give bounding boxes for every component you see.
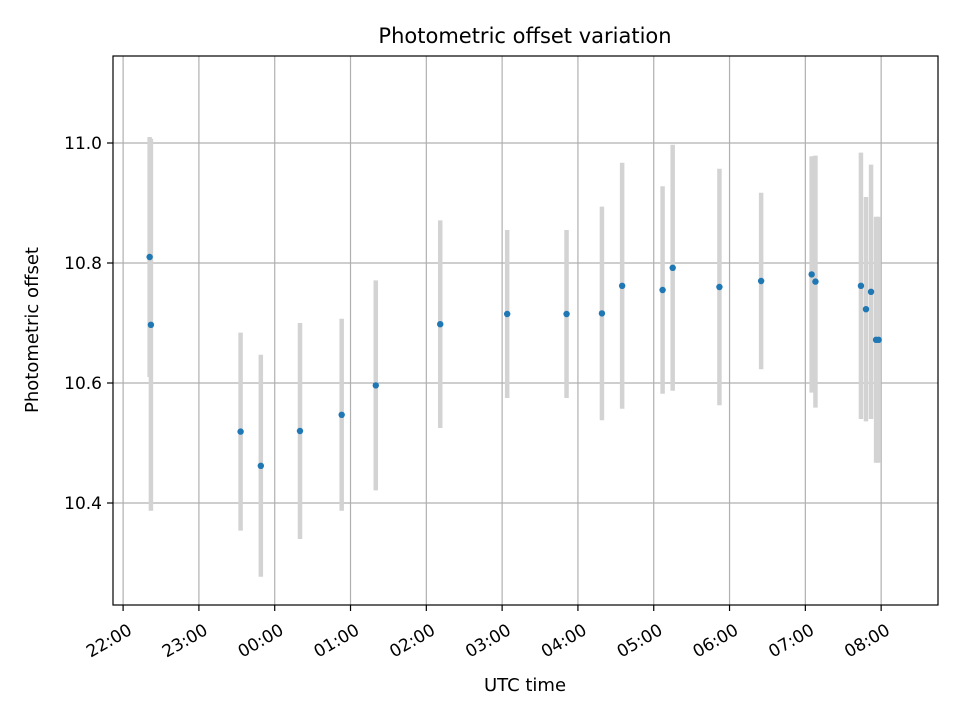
data-point	[503, 310, 511, 318]
data-point	[857, 282, 865, 289]
y-tick-label: 11.0	[64, 134, 102, 154]
data-point	[808, 271, 815, 278]
data-point	[237, 428, 244, 435]
data-point	[875, 336, 882, 343]
data-point	[257, 462, 265, 469]
x-axis-label: UTC time	[484, 675, 566, 696]
data-point	[296, 427, 304, 435]
data-point	[146, 253, 153, 261]
data-point	[757, 277, 765, 285]
data-point	[598, 310, 606, 317]
data-point	[812, 278, 819, 285]
data-point	[669, 264, 676, 271]
y-tick-label: 10.4	[64, 494, 102, 514]
plot-frame	[112, 55, 939, 606]
data-point	[338, 411, 345, 418]
y-axis-ticks: 10.4 10.6 10.8 11.0	[64, 134, 113, 514]
data-point	[147, 321, 155, 328]
data-point	[437, 321, 444, 328]
data-point	[563, 310, 570, 318]
chart-title: Photometric offset variation	[378, 24, 671, 48]
data-points	[146, 253, 882, 469]
grid	[113, 56, 938, 605]
y-tick-label: 10.6	[64, 374, 102, 394]
y-axis-label: Photometric offset	[22, 247, 43, 413]
data-point	[659, 286, 666, 294]
y-tick-label: 10.8	[64, 254, 102, 274]
data-point	[716, 283, 723, 291]
data-point	[862, 306, 870, 313]
data-point	[372, 382, 379, 389]
data-point	[867, 288, 875, 295]
data-point	[618, 282, 626, 289]
